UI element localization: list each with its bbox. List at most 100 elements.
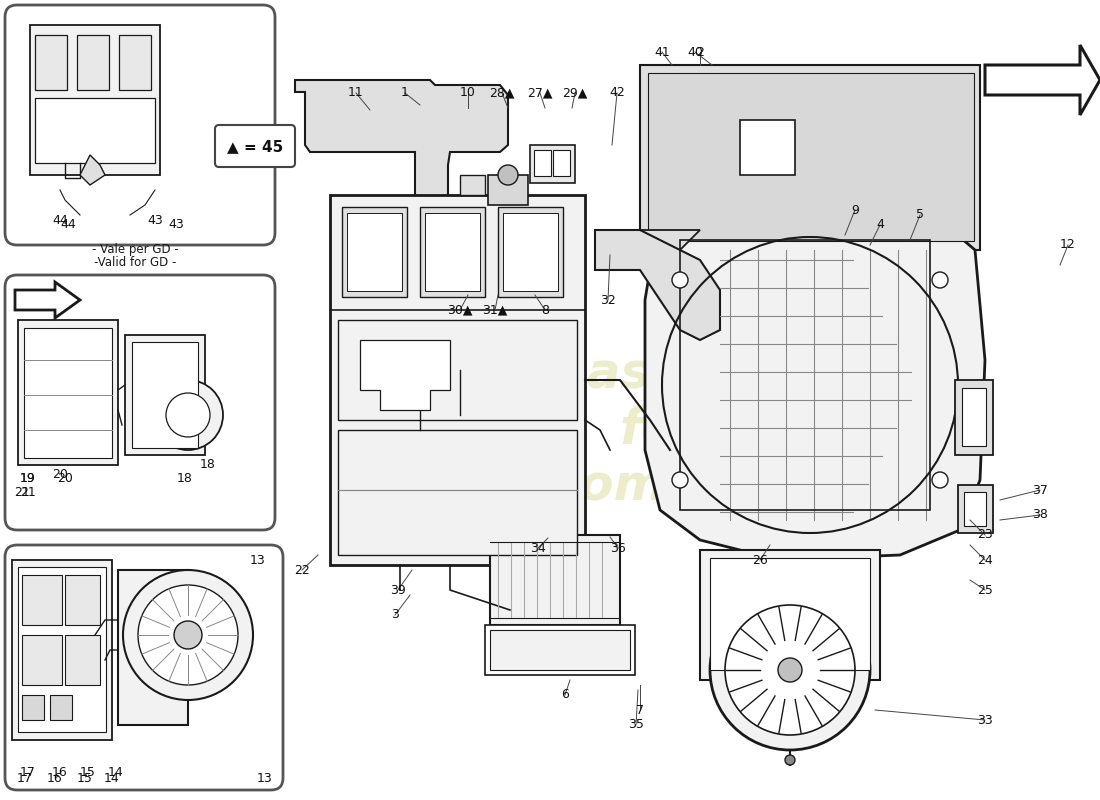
FancyBboxPatch shape	[6, 275, 275, 530]
Bar	[553, 150, 570, 176]
Bar	[955, 380, 993, 455]
Text: 36: 36	[610, 542, 626, 554]
Text: 44: 44	[52, 214, 68, 226]
Text: 26: 26	[752, 554, 768, 566]
Text: 14: 14	[104, 771, 120, 785]
Bar	[125, 335, 205, 455]
Bar	[22, 575, 62, 625]
Text: 44: 44	[60, 218, 76, 231]
Circle shape	[672, 472, 688, 488]
Text: 20: 20	[57, 471, 73, 485]
Bar	[30, 25, 159, 175]
Text: 38: 38	[1032, 509, 1048, 522]
Bar	[18, 320, 118, 465]
Bar	[12, 560, 112, 740]
Bar	[77, 35, 109, 90]
Text: 10: 10	[460, 86, 476, 99]
Bar	[460, 175, 485, 195]
Text: 21: 21	[20, 486, 36, 498]
Bar	[338, 430, 578, 555]
Text: 42: 42	[609, 86, 625, 99]
Bar	[490, 535, 620, 625]
Text: 4: 4	[876, 218, 884, 231]
Text: 19: 19	[20, 471, 36, 485]
Circle shape	[672, 272, 688, 288]
Text: -Valid for GD -: -Valid for GD -	[94, 257, 176, 270]
Text: 22: 22	[294, 563, 310, 577]
Bar	[964, 492, 986, 526]
Bar	[119, 35, 151, 90]
Bar	[118, 570, 188, 725]
Text: - Vale per GD -: - Vale per GD -	[91, 243, 178, 257]
Text: 43: 43	[147, 214, 163, 226]
Bar	[740, 120, 795, 175]
Text: 7: 7	[636, 703, 644, 717]
Bar	[958, 485, 993, 533]
Text: 39: 39	[390, 583, 406, 597]
Circle shape	[498, 165, 518, 185]
Bar	[503, 213, 558, 291]
Polygon shape	[984, 45, 1100, 115]
Text: 30▲: 30▲	[448, 303, 473, 317]
Bar	[498, 207, 563, 297]
Bar	[425, 213, 480, 291]
Bar	[488, 175, 528, 205]
Text: 35: 35	[628, 718, 643, 731]
Text: 16: 16	[52, 766, 68, 779]
Text: ▲ = 45: ▲ = 45	[227, 139, 283, 154]
Bar	[338, 320, 578, 420]
Polygon shape	[80, 155, 104, 185]
Bar	[65, 635, 100, 685]
Text: 43: 43	[168, 218, 184, 231]
Text: 3: 3	[392, 609, 399, 622]
Polygon shape	[595, 230, 720, 340]
Text: 15: 15	[77, 771, 92, 785]
Circle shape	[785, 755, 795, 765]
Text: 17: 17	[20, 766, 36, 779]
Text: 11: 11	[348, 86, 364, 99]
Text: 27▲: 27▲	[527, 86, 552, 99]
Bar	[24, 328, 112, 458]
Text: 25: 25	[977, 583, 993, 597]
Bar	[420, 207, 485, 297]
Text: passion
for
automobiles: passion for automobiles	[486, 350, 834, 510]
Circle shape	[932, 272, 948, 288]
Text: 13: 13	[250, 554, 266, 566]
Bar	[648, 73, 974, 241]
Text: 14: 14	[108, 766, 124, 779]
Text: 24: 24	[977, 554, 993, 566]
Bar	[35, 35, 67, 90]
Text: 31▲: 31▲	[482, 303, 508, 317]
Circle shape	[725, 605, 855, 735]
Bar	[490, 630, 630, 670]
Text: 21: 21	[14, 486, 30, 498]
Bar	[530, 145, 575, 183]
Circle shape	[166, 393, 210, 437]
Bar	[22, 695, 44, 720]
Text: 17: 17	[18, 771, 33, 785]
Circle shape	[153, 380, 223, 450]
Text: 29▲: 29▲	[562, 86, 587, 99]
Bar	[22, 635, 62, 685]
Bar	[330, 195, 585, 565]
FancyBboxPatch shape	[6, 545, 283, 790]
FancyBboxPatch shape	[6, 5, 275, 245]
Text: 40: 40	[688, 46, 703, 58]
Bar	[700, 550, 880, 680]
Bar	[18, 567, 106, 732]
Bar	[534, 150, 551, 176]
Text: 16: 16	[47, 771, 63, 785]
Text: 12: 12	[1060, 238, 1076, 251]
Text: 37: 37	[1032, 483, 1048, 497]
Bar	[640, 65, 980, 250]
Circle shape	[778, 658, 802, 682]
Text: 2: 2	[696, 46, 704, 58]
Text: 5: 5	[916, 209, 924, 222]
Polygon shape	[295, 80, 508, 210]
Bar	[65, 575, 100, 625]
Text: 13: 13	[257, 771, 273, 785]
Text: 20: 20	[52, 469, 68, 482]
Text: 18: 18	[200, 458, 216, 471]
Bar	[485, 625, 635, 675]
Bar	[50, 695, 72, 720]
